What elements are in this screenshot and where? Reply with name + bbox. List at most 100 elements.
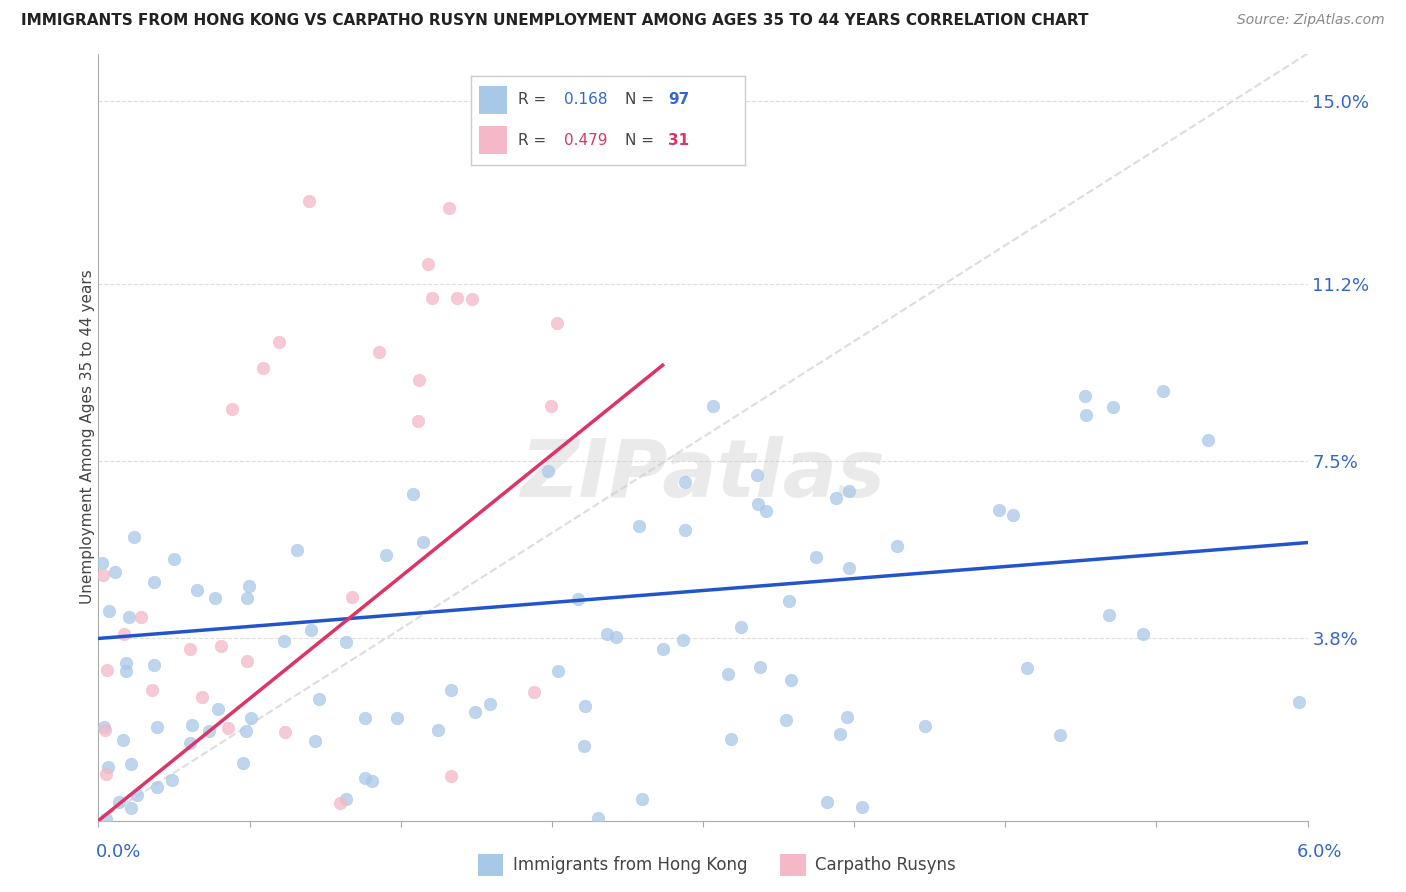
Point xyxy=(702,399,724,413)
Point xyxy=(747,497,769,511)
Point xyxy=(274,725,297,739)
Text: 0.0%: 0.0% xyxy=(96,843,141,861)
Point xyxy=(1015,660,1038,674)
Point xyxy=(574,699,596,714)
Point xyxy=(298,194,321,208)
Text: IMMIGRANTS FROM HONG KONG VS CARPATHO RUSYN UNEMPLOYMENT AMONG AGES 35 TO 44 YEA: IMMIGRANTS FROM HONG KONG VS CARPATHO RU… xyxy=(21,13,1088,29)
Point xyxy=(673,524,696,538)
Point xyxy=(299,623,322,637)
Point xyxy=(124,530,146,544)
Point xyxy=(340,590,363,604)
Point xyxy=(273,634,295,648)
Point xyxy=(114,664,136,678)
Point xyxy=(125,788,148,802)
Point xyxy=(217,721,239,735)
Point xyxy=(567,591,589,606)
Point xyxy=(412,534,434,549)
Point xyxy=(406,414,429,428)
Point xyxy=(835,709,858,723)
Point xyxy=(778,594,800,608)
Point xyxy=(353,710,375,724)
Point xyxy=(94,723,117,737)
Point xyxy=(117,610,139,624)
Text: N =: N = xyxy=(624,93,658,107)
Point xyxy=(914,719,936,733)
Text: 0.168: 0.168 xyxy=(564,93,607,107)
Text: N =: N = xyxy=(624,133,658,147)
Point xyxy=(605,630,627,644)
Text: Source: ZipAtlas.com: Source: ZipAtlas.com xyxy=(1237,13,1385,28)
Point xyxy=(143,657,166,672)
Point xyxy=(416,257,439,271)
Point xyxy=(181,718,204,732)
Point xyxy=(329,797,352,811)
Point xyxy=(129,610,152,624)
Point xyxy=(163,552,186,566)
Point xyxy=(240,711,263,725)
Point xyxy=(588,811,610,825)
Point xyxy=(427,723,450,738)
Point xyxy=(838,484,860,499)
Point xyxy=(546,316,568,330)
FancyBboxPatch shape xyxy=(479,86,506,114)
Point xyxy=(446,291,468,305)
Point xyxy=(572,739,595,754)
Text: 6.0%: 6.0% xyxy=(1298,843,1343,861)
Point xyxy=(269,335,291,350)
Point xyxy=(523,685,546,699)
Point xyxy=(94,812,117,826)
Point xyxy=(851,800,873,814)
Point xyxy=(141,683,163,698)
Point xyxy=(387,711,409,725)
Point xyxy=(111,732,134,747)
Y-axis label: Unemployment Among Ages 35 to 44 years: Unemployment Among Ages 35 to 44 years xyxy=(80,269,94,605)
Point xyxy=(828,727,851,741)
Point xyxy=(97,760,120,774)
Text: ZIPatlas: ZIPatlas xyxy=(520,436,886,515)
Point xyxy=(96,663,118,677)
Text: 31: 31 xyxy=(668,133,689,147)
Point xyxy=(730,620,752,634)
Point xyxy=(209,639,232,653)
Point xyxy=(537,464,560,478)
Point xyxy=(146,780,169,795)
Text: R =: R = xyxy=(517,133,551,147)
Point xyxy=(252,361,274,376)
Point xyxy=(437,202,460,216)
Text: 97: 97 xyxy=(668,93,690,107)
Point xyxy=(94,766,117,780)
Point xyxy=(108,796,131,810)
Point xyxy=(1001,508,1024,522)
Point xyxy=(479,698,502,712)
Point xyxy=(90,556,112,570)
Point xyxy=(204,591,226,606)
Point xyxy=(146,720,169,734)
Point xyxy=(775,714,797,728)
Text: Carpatho Rusyns: Carpatho Rusyns xyxy=(815,856,956,874)
Point xyxy=(160,773,183,788)
Point xyxy=(335,792,357,806)
Point xyxy=(114,657,136,671)
Point xyxy=(464,706,486,720)
Point xyxy=(120,757,142,772)
Point xyxy=(179,735,201,749)
Point xyxy=(408,373,430,387)
Point xyxy=(596,627,619,641)
Point xyxy=(838,561,860,575)
Point xyxy=(308,692,330,706)
Text: 0.479: 0.479 xyxy=(564,133,607,147)
Point xyxy=(745,467,768,482)
Point xyxy=(720,731,742,746)
Point xyxy=(361,774,384,789)
Point xyxy=(93,720,115,734)
Point xyxy=(755,504,778,518)
Point xyxy=(120,800,142,814)
Point xyxy=(540,399,562,413)
Point xyxy=(1098,608,1121,623)
Point xyxy=(98,604,121,618)
Point xyxy=(886,540,908,554)
FancyBboxPatch shape xyxy=(479,126,506,154)
Point xyxy=(717,667,740,681)
Point xyxy=(547,664,569,678)
Point xyxy=(825,491,848,506)
